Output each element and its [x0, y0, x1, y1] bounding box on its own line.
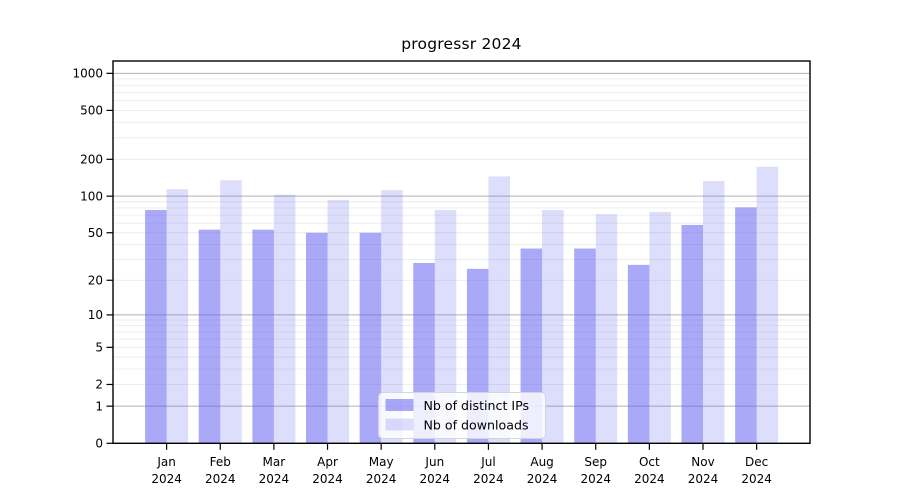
- x-axis-year-label: 2024: [366, 472, 397, 486]
- x-axis-month-label: Feb: [210, 455, 231, 469]
- x-axis-year-label: 2024: [688, 472, 719, 486]
- x-axis-month-label: Apr: [317, 455, 338, 469]
- x-axis-year-label: 2024: [741, 472, 772, 486]
- x-axis-year-label: 2024: [580, 472, 611, 486]
- legend-label-distinct-ips: Nb of distinct IPs: [424, 398, 530, 413]
- legend-box: [378, 392, 546, 439]
- bar-distinct-ips: [574, 248, 596, 444]
- x-axis-year-label: 2024: [312, 472, 343, 486]
- y-axis-tick-label: 1000: [72, 67, 103, 81]
- x-axis-year-label: 2024: [151, 472, 182, 486]
- bar-downloads: [166, 189, 189, 444]
- legend-label-downloads: Nb of downloads: [424, 418, 529, 433]
- x-axis-year-label: 2024: [205, 472, 236, 486]
- y-axis-tick-label: 0: [95, 437, 103, 451]
- x-axis-month-label: Sep: [584, 455, 607, 469]
- bar-downloads: [703, 181, 725, 444]
- y-axis-tick-label: 500: [80, 104, 103, 118]
- bar-downloads: [756, 166, 779, 444]
- bar-distinct-ips: [198, 229, 221, 444]
- bar-distinct-ips: [145, 209, 167, 444]
- y-axis-tick-label: 1: [95, 399, 103, 413]
- x-axis-year-label: 2024: [527, 472, 558, 486]
- y-axis-tick-label: 50: [88, 226, 103, 240]
- bar-downloads: [273, 194, 296, 444]
- bar-distinct-ips: [252, 229, 274, 444]
- x-axis-month-label: Dec: [745, 455, 768, 469]
- bar-downloads: [488, 176, 510, 444]
- y-axis-tick-label: 20: [88, 273, 103, 287]
- bar-downloads: [595, 214, 618, 444]
- x-axis-year-label: 2024: [420, 472, 451, 486]
- bar-downloads: [381, 190, 403, 444]
- y-axis-tick-label: 200: [80, 153, 103, 167]
- x-axis-month-label: Jul: [480, 455, 495, 469]
- bar-distinct-ips: [306, 232, 328, 444]
- x-axis-month-label: Oct: [639, 455, 660, 469]
- legend-swatch-downloads: [385, 418, 414, 431]
- bar-distinct-ips: [735, 207, 757, 444]
- y-axis-tick-label: 2: [95, 378, 103, 392]
- bar-distinct-ips: [359, 232, 382, 444]
- x-axis-month-label: Nov: [691, 455, 714, 469]
- y-axis-tick-label: 100: [80, 189, 103, 203]
- bar-downloads: [649, 212, 671, 444]
- y-axis-tick-label: 5: [95, 341, 103, 355]
- bar-distinct-ips: [681, 224, 703, 444]
- chart-title: progressr 2024: [401, 35, 522, 53]
- x-axis-month-label: Jun: [424, 455, 444, 469]
- x-axis-month-label: Jan: [156, 455, 176, 469]
- x-axis-month-label: May: [369, 455, 394, 469]
- x-axis-month-label: Mar: [263, 455, 286, 469]
- x-axis-year-label: 2024: [634, 472, 665, 486]
- x-axis-year-label: 2024: [473, 472, 504, 486]
- x-axis-year-label: 2024: [259, 472, 290, 486]
- bar-downloads: [434, 209, 457, 444]
- bar-downloads: [327, 200, 350, 444]
- legend-swatch-distinct-ips: [385, 399, 414, 411]
- bar-downloads: [542, 209, 564, 444]
- y-axis-tick-label: 10: [88, 308, 103, 322]
- plot-frame: [112, 60, 811, 444]
- bar-distinct-ips: [627, 264, 650, 444]
- bar-downloads: [220, 180, 242, 444]
- x-axis-month-label: Aug: [530, 455, 553, 469]
